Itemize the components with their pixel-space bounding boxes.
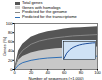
svg-text:40: 40 — [8, 48, 13, 53]
svg-text:60: 60 — [62, 70, 67, 76]
svg-text:20: 20 — [28, 70, 34, 76]
svg-text:40: 40 — [45, 70, 50, 76]
svg-text:20: 20 — [8, 58, 13, 63]
svg-text:0: 0 — [10, 67, 13, 72]
html-text:Genes with homologs: Genes with homologs — [22, 4, 61, 10]
svg-text:Number of sequences (×1,000): Number of sequences (×1,000) — [28, 76, 84, 80]
svg-text:80: 80 — [78, 70, 84, 76]
html-text:Total genes: Total genes — [22, 0, 43, 5]
svg-text:0: 0 — [13, 70, 16, 75]
svg-text:100: 100 — [6, 21, 13, 26]
svg-text:80: 80 — [8, 30, 13, 35]
html-text:Predicted for the genome: Predicted for the genome — [22, 9, 67, 15]
svg-text:60: 60 — [8, 39, 13, 44]
svg-text:Genes (%): Genes (%) — [2, 36, 7, 56]
html-text:Predicted for the transcriptom: Predicted for the transcriptome — [22, 13, 77, 19]
svg-text:100: 100 — [94, 70, 101, 75]
